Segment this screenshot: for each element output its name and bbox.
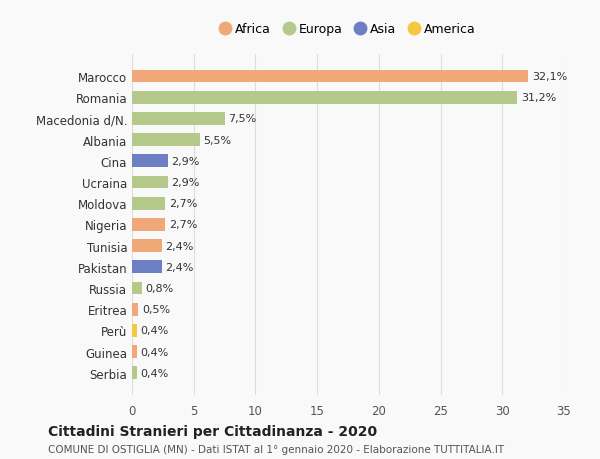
Text: 0,4%: 0,4%: [140, 368, 169, 378]
Text: 32,1%: 32,1%: [532, 72, 567, 82]
Bar: [132, 282, 142, 295]
Bar: [132, 367, 137, 379]
Text: 2,9%: 2,9%: [172, 178, 200, 188]
Bar: [132, 240, 161, 252]
Text: 2,7%: 2,7%: [169, 199, 197, 209]
Text: 7,5%: 7,5%: [228, 114, 257, 124]
Bar: [132, 197, 166, 210]
Text: 31,2%: 31,2%: [521, 93, 556, 103]
Bar: [132, 92, 517, 104]
Text: Cittadini Stranieri per Cittadinanza - 2020: Cittadini Stranieri per Cittadinanza - 2…: [48, 425, 377, 438]
Bar: [132, 176, 168, 189]
Bar: [132, 134, 200, 147]
Bar: [132, 218, 166, 231]
Text: 2,7%: 2,7%: [169, 220, 197, 230]
Bar: [132, 303, 138, 316]
Text: 0,5%: 0,5%: [142, 304, 170, 314]
Bar: [132, 113, 224, 125]
Text: 0,4%: 0,4%: [140, 347, 169, 357]
Legend: Africa, Europa, Asia, America: Africa, Europa, Asia, America: [214, 17, 482, 43]
Text: 0,8%: 0,8%: [146, 283, 174, 293]
Bar: [132, 155, 168, 168]
Bar: [132, 346, 137, 358]
Text: 2,4%: 2,4%: [166, 262, 194, 272]
Text: 0,4%: 0,4%: [140, 326, 169, 336]
Bar: [132, 71, 528, 83]
Text: 5,5%: 5,5%: [203, 135, 232, 146]
Text: COMUNE DI OSTIGLIA (MN) - Dati ISTAT al 1° gennaio 2020 - Elaborazione TUTTITALI: COMUNE DI OSTIGLIA (MN) - Dati ISTAT al …: [48, 444, 504, 454]
Bar: [132, 325, 137, 337]
Text: 2,9%: 2,9%: [172, 157, 200, 167]
Bar: [132, 261, 161, 274]
Text: 2,4%: 2,4%: [166, 241, 194, 251]
